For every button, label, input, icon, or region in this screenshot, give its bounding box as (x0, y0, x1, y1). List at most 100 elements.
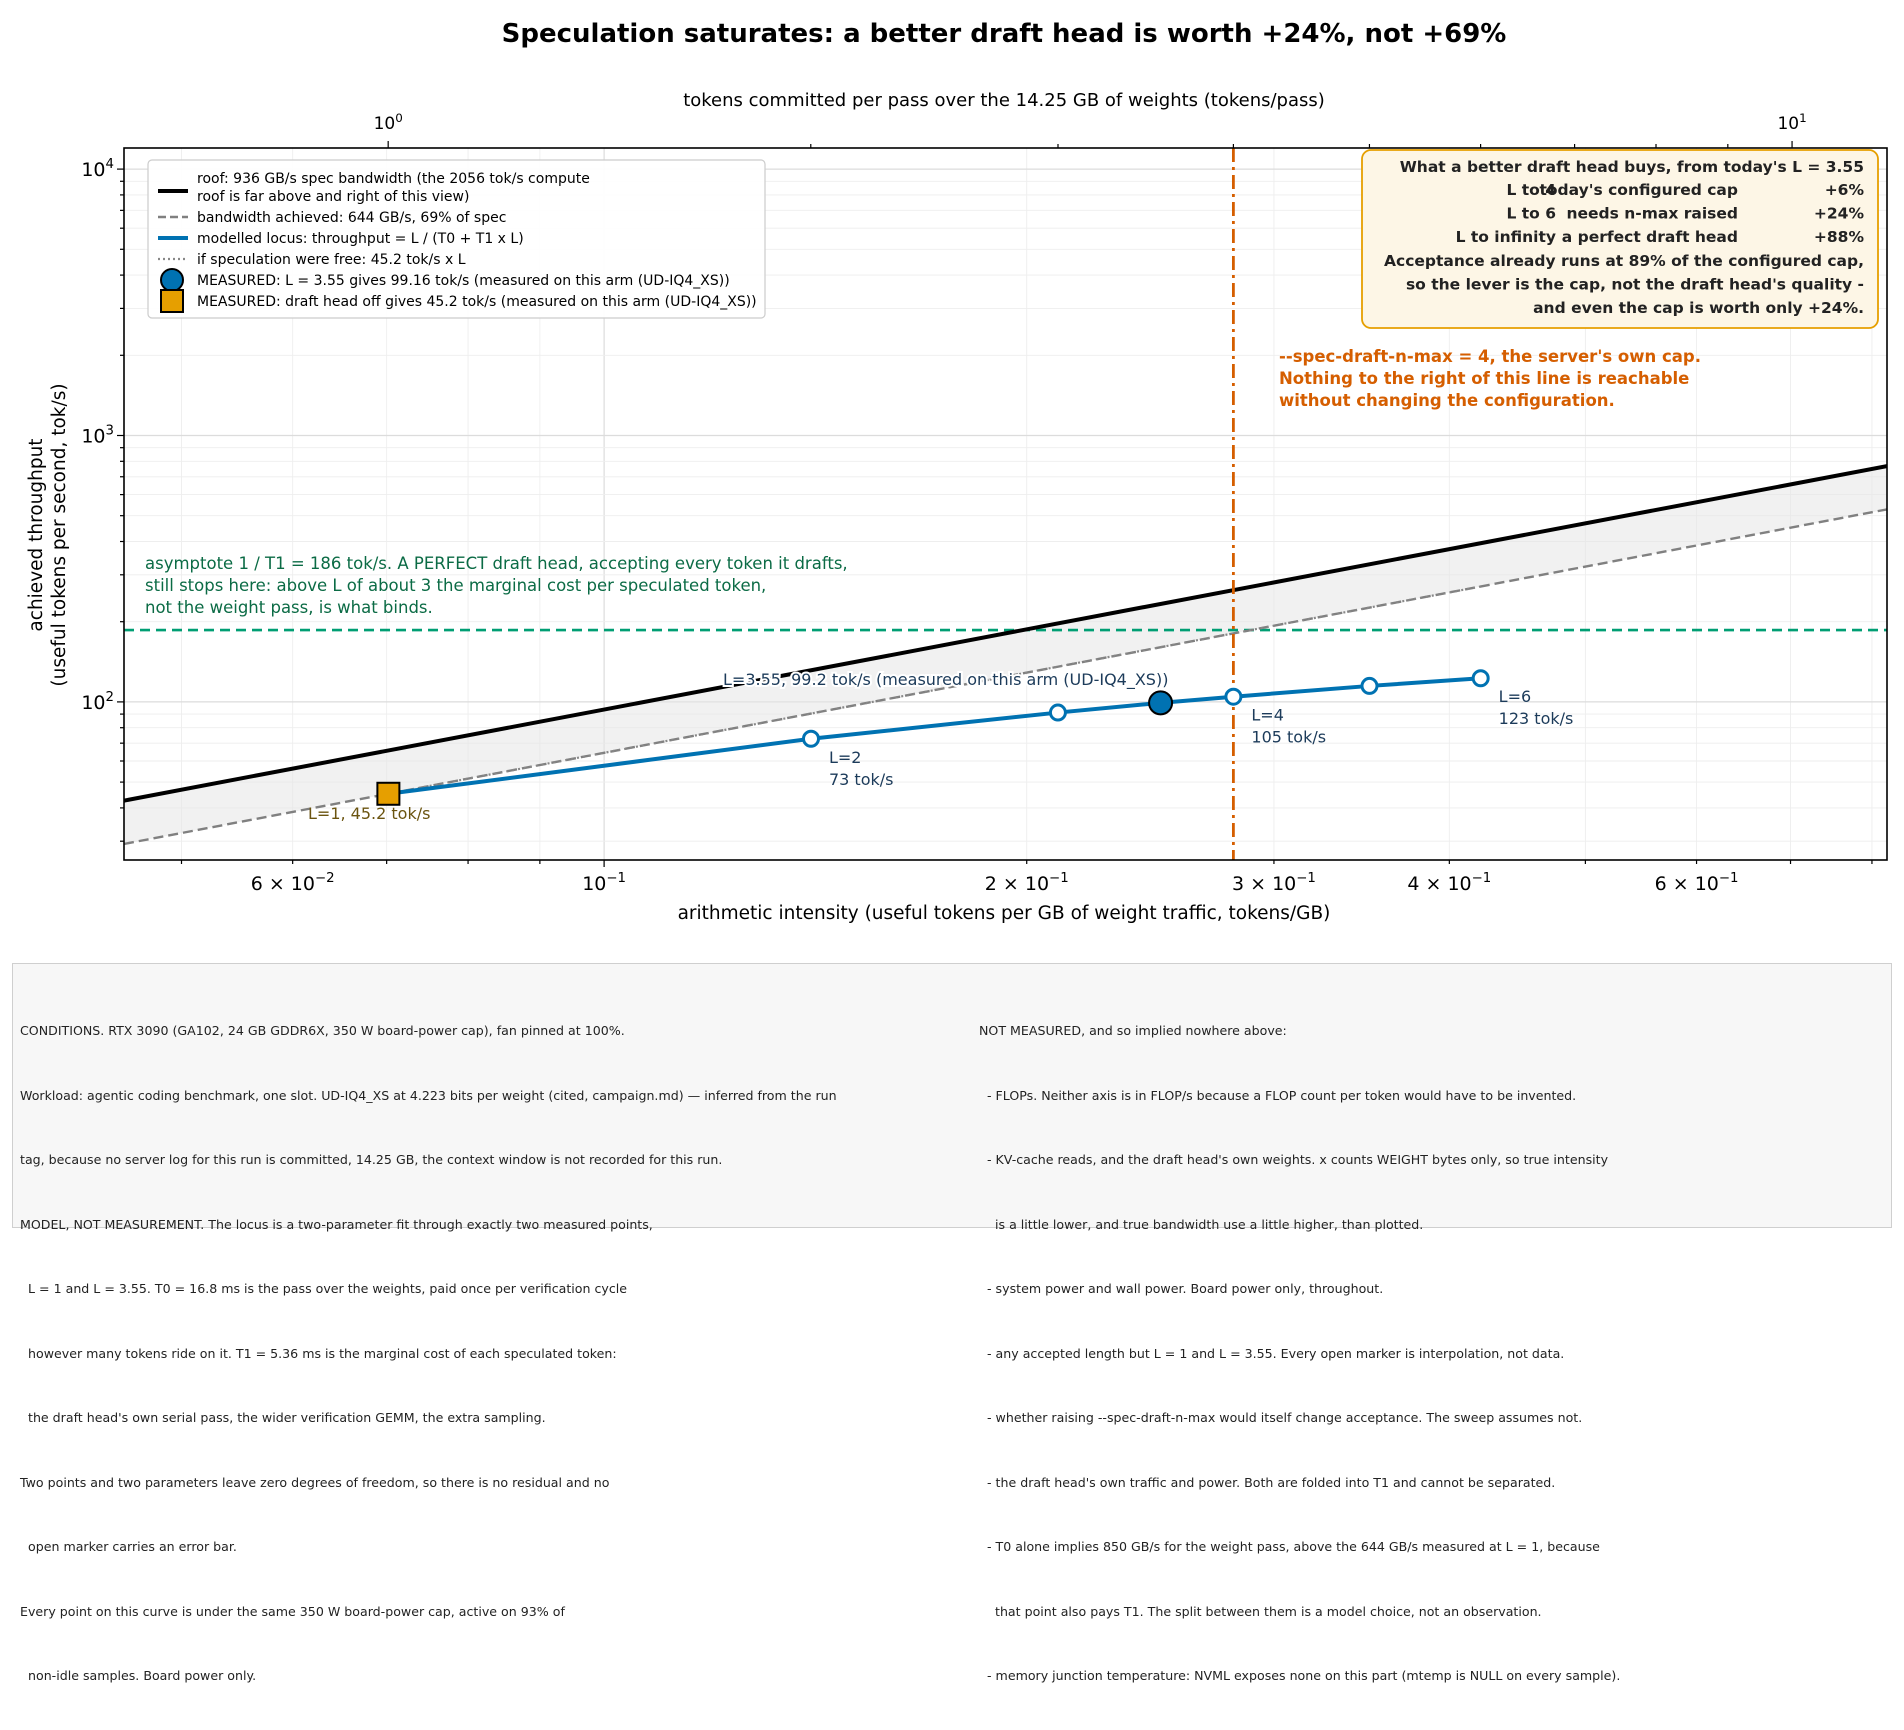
tick-mantissa: 2 × (985, 873, 1025, 895)
legend: roof: 936 GB/s spec bandwidth (the 2056 … (147, 159, 766, 319)
tick-mantissa: 6 × (251, 873, 291, 895)
note-line: - any accepted length but L = 1 and L = … (979, 1345, 1565, 1361)
inset-row-desc: needs n-max raised (1567, 205, 1739, 223)
inset-row-value: +6% (1825, 181, 1865, 199)
note-line: - the draft head's own traffic and power… (979, 1474, 1556, 1490)
inset-row-value: +88% (1814, 228, 1865, 246)
note-line: that point also pays T1. The split betwe… (979, 1603, 1542, 1619)
y-tick-label: 103 (81, 424, 114, 448)
cap-note-line: without changing the configuration. (1279, 391, 1615, 410)
tick-exponent: 4 (106, 157, 114, 172)
top-axis-label: tokens committed per pass over the 14.25… (683, 90, 1325, 111)
top-tick-label: 100 (374, 111, 403, 134)
figure: Speculation saturates: a better draft he… (26, 19, 1888, 924)
locus-marker-L2 (801, 729, 820, 748)
l2-label-line2: 73 tok/s (829, 770, 894, 789)
inset-frame (1361, 149, 1879, 329)
legend-swatch-measured-circle (160, 268, 184, 292)
notes-panel: CONDITIONS. RTX 3090 (GA102, 24 GB GDDR6… (12, 963, 1892, 1683)
y-axis-label: achieved throughput (useful tokens per s… (26, 383, 70, 686)
note-line: open marker carries an error bar. (20, 1539, 237, 1554)
l1-point-label: L=1, 45.2 tok/s (308, 804, 430, 823)
note-line: - KV-cache reads, and the draft head's o… (979, 1152, 1609, 1167)
l6-label-line2: 123 tok/s (1499, 709, 1574, 728)
tick-exponent: −1 (1049, 871, 1069, 886)
inset-tail-line: Acceptance already runs at 89% of the co… (1384, 252, 1864, 270)
note-line: - memory junction temperature: NVML expo… (979, 1668, 1621, 1683)
inset-row-label: L to infinity (1456, 228, 1556, 246)
note-line: however many tokens ride on it. T1 = 5.3… (20, 1345, 617, 1361)
roof-line (124, 464, 1887, 803)
x-tick-label: 6 × 10−1 (1655, 871, 1739, 895)
inset-row-label: L to 6 (1506, 205, 1556, 223)
x-axis-label: arithmetic intensity (useful tokens per … (678, 903, 1331, 924)
asymptote-note-line: asymptote 1 / T1 = 186 tok/s. A PERFECT … (145, 554, 848, 573)
locus-marker-L6 (1471, 669, 1490, 688)
note-line: Two points and two parameters leave zero… (20, 1474, 610, 1490)
note-line: - T0 alone implies 850 GB/s for the weig… (979, 1539, 1600, 1554)
l4-label-line2: 105 tok/s (1251, 728, 1326, 747)
measured-point-l355 (1148, 690, 1174, 716)
tick-base: 10 (81, 159, 105, 181)
asymptote-note-line: still stops here: above L of about 3 the… (145, 576, 766, 595)
tick-exponent: 0 (395, 111, 403, 125)
note-line: NOT MEASURED, and so implied nowhere abo… (979, 1023, 1287, 1038)
plot-area: L=3.55, 99.2 tok/s (measured on this arm… (81, 111, 1888, 895)
x-tick-label: 3 × 10−1 (1232, 871, 1316, 895)
y-tick-label: 104 (81, 157, 114, 181)
tick-exponent: −1 (1296, 871, 1316, 886)
tick-base: 10 (1272, 873, 1296, 895)
note-line: is a little lower, and true bandwidth us… (979, 1216, 1424, 1232)
inset-row-value: +24% (1814, 205, 1865, 223)
plot-frame (123, 147, 1888, 861)
l6-label-line1: L=6 (1499, 687, 1532, 706)
note-line: CONDITIONS. RTX 3090 (GA102, 24 GB GDDR6… (20, 1023, 625, 1038)
legend-entry-label: if speculation were free: 45.2 tok/s x L (197, 252, 466, 268)
notes-not-measured: NOT MEASURED, and so implied nowhere abo… (979, 977, 1620, 1730)
note-line: - FLOPs. Neither axis is in FLOP/s becau… (979, 1087, 1577, 1103)
legend-entry-label: MEASURED: draft head off gives 45.2 tok/… (197, 294, 757, 310)
data-layer (124, 148, 1887, 860)
cap-note-line: Nothing to the right of this line is rea… (1279, 369, 1689, 388)
l2-label-line1: L=2 (829, 748, 862, 767)
inset-row-desc: a perfect draft head (1562, 228, 1738, 246)
note-line: Workload: agentic coding benchmark, one … (20, 1087, 837, 1103)
y-axis-label-line1: achieved throughput (26, 438, 47, 631)
tick-base: 10 (1447, 873, 1471, 895)
legend-entry-label-continued: roof is far above and right of this view… (197, 189, 469, 205)
tick-base: 10 (374, 114, 396, 134)
tick-base: 10 (1777, 114, 1799, 134)
inset-box: What a better draft head buys, from toda… (1361, 149, 1879, 329)
tick-exponent: 2 (106, 690, 114, 705)
tick-base: 10 (81, 692, 105, 714)
x-tick-label: 6 × 10−2 (251, 871, 335, 895)
tick-exponent: −1 (606, 871, 626, 886)
notes-conditions: CONDITIONS. RTX 3090 (GA102, 24 GB GDDR6… (20, 977, 837, 1730)
measured-point-label: L=3.55, 99.2 tok/s (measured on this arm… (723, 670, 1168, 690)
tick-mantissa: 3 × (1232, 873, 1272, 895)
x-tick-label: 4 × 10−1 (1407, 871, 1491, 895)
measured-point-l1 (376, 781, 401, 806)
legend-entry-label: bandwidth achieved: 644 GB/s, 69% of spe… (197, 210, 506, 226)
y-tick-label: 102 (81, 690, 114, 714)
tick-exponent: 3 (106, 424, 114, 439)
asymptote-note-line: not the weight pass, is what binds. (145, 598, 433, 617)
locus-marker-L5 (1360, 676, 1379, 695)
note-line: non-idle samples. Board power only. (20, 1668, 257, 1683)
note-line: - whether raising --spec-draft-n-max wou… (979, 1410, 1583, 1425)
tick-exponent: −1 (1472, 871, 1492, 886)
bandwidth-gap-band (124, 466, 1887, 844)
x-tick-label: 10−1 (582, 871, 626, 895)
l4-label-line1: L=4 (1251, 706, 1284, 725)
tick-base: 10 (1695, 873, 1719, 895)
tick-mantissa: 6 × (1655, 873, 1695, 895)
tick-base: 10 (1025, 873, 1049, 895)
legend-box (147, 159, 766, 319)
note-line: L = 1 and L = 3.55. T0 = 16.8 ms is the … (20, 1281, 628, 1296)
inset-row-label: L to 4 (1506, 181, 1556, 199)
inset-row-desc: today's configured cap (1540, 181, 1739, 199)
tick-base: 10 (582, 873, 606, 895)
tick-exponent: 1 (1799, 111, 1807, 125)
tick-base: 10 (291, 873, 315, 895)
x-tick-label: 2 × 10−1 (985, 871, 1069, 895)
